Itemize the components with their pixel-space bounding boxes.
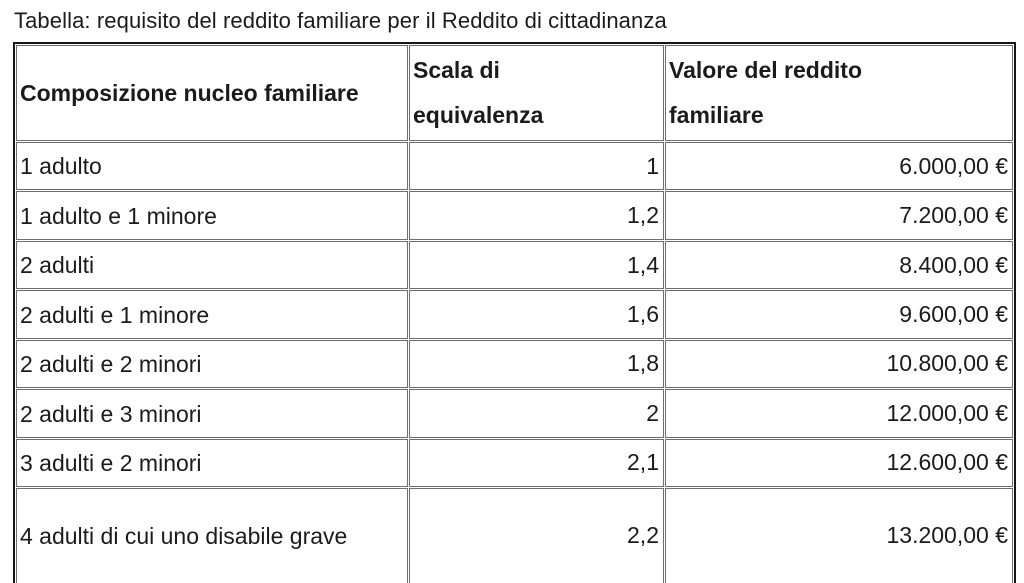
cell-scala: 1,8: [409, 339, 664, 389]
header-label: Scala di equivalenza: [413, 57, 544, 128]
cell-composizione: 2 adulti e 2 minori: [16, 339, 408, 389]
cell-text: 2 adulti: [20, 252, 95, 279]
cell-composizione: 3 adulti e 2 minori: [16, 438, 408, 487]
cell-scala: 2,2: [409, 487, 664, 583]
cell-scala: 1,6: [409, 290, 664, 339]
cell-scala: 1,2: [409, 191, 664, 240]
cell-text: 1 adulto e 1 minore: [20, 202, 217, 229]
cell-composizione: 2 adulti e 1 minore: [16, 290, 408, 339]
cell-text: 2 adulti e 2 minori: [20, 351, 202, 378]
cell-valore: 7.200,00 €: [665, 191, 1013, 240]
cell-scala: 1: [409, 142, 664, 191]
cell-valore: 6.000,00 €: [665, 142, 1013, 191]
cell-composizione: 1 adulto: [16, 142, 408, 191]
table-row: 2 adulti 1,4 8.400,00 €: [16, 240, 1013, 290]
header-label: Composizione nucleo familiare: [20, 80, 359, 107]
cell-valore: 8.400,00 €: [665, 240, 1013, 290]
header-scala: Scala di equivalenza: [409, 45, 664, 141]
cell-scala: 2: [409, 389, 664, 438]
cell-scala: 2,1: [409, 438, 664, 487]
cell-valore: 9.600,00 €: [665, 290, 1013, 339]
cell-composizione: 2 adulti e 3 minori: [16, 389, 408, 438]
header-row: Composizione nucleo familiare Scala di e…: [16, 45, 1013, 141]
table-row: 2 adulti e 3 minori 2 12.000,00 €: [16, 389, 1013, 438]
cell-text: 3 adulti e 2 minori: [20, 449, 202, 476]
table-caption: Tabella: requisito del reddito familiare…: [14, 8, 667, 33]
cell-valore: 12.600,00 €: [665, 438, 1013, 487]
header-valore: Valore del reddito familiare: [665, 45, 1013, 141]
cell-valore: 13.200,00 €: [665, 487, 1013, 583]
cell-text: 1 adulto: [20, 153, 102, 180]
cell-text: 4 adulti di cui uno disabile grave: [20, 523, 348, 550]
cell-valore: 12.000,00 €: [665, 389, 1013, 438]
table-row: 1 adulto 1 6.000,00 €: [16, 142, 1013, 191]
cell-composizione: 4 adulti di cui uno disabile grave: [16, 487, 408, 583]
table-row: 2 adulti e 2 minori 1,8 10.800,00 €: [16, 339, 1013, 389]
cell-scala: 1,4: [409, 240, 664, 290]
table-row: 4 adulti di cui uno disabile grave 2,2 1…: [16, 487, 1013, 583]
income-requirements-table: Composizione nucleo familiare Scala di e…: [13, 42, 1016, 583]
cell-composizione: 2 adulti: [16, 240, 408, 290]
table-row: 2 adulti e 1 minore 1,6 9.600,00 €: [16, 290, 1013, 339]
table-row: 3 adulti e 2 minori 2,1 12.600,00 €: [16, 438, 1013, 487]
cell-composizione: 1 adulto e 1 minore: [16, 191, 408, 240]
cell-text: 2 adulti e 3 minori: [20, 400, 202, 427]
header-composizione: Composizione nucleo familiare: [16, 45, 408, 141]
table-row: 1 adulto e 1 minore 1,2 7.200,00 €: [16, 191, 1013, 240]
cell-valore: 10.800,00 €: [665, 339, 1013, 389]
header-label: Valore del reddito familiare: [669, 57, 862, 128]
cell-text: 2 adulti e 1 minore: [20, 301, 210, 328]
